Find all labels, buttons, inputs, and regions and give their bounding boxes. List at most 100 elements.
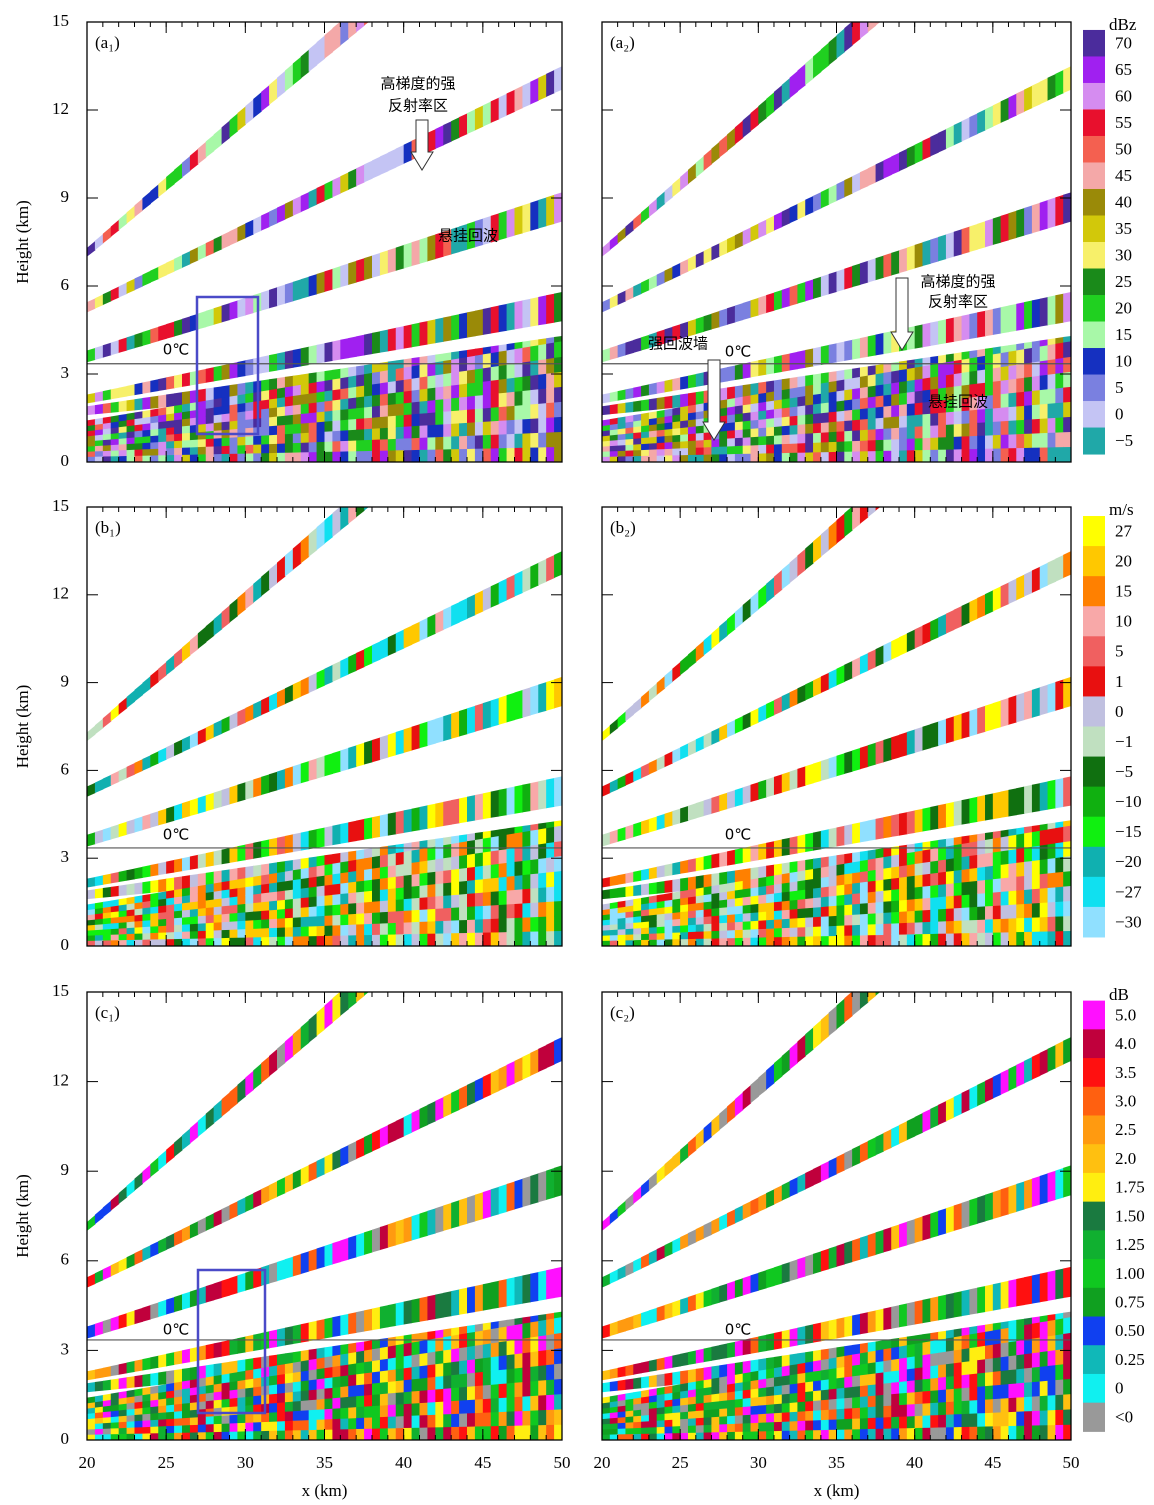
radar-beam	[672, 747, 680, 763]
radar-beam	[649, 867, 657, 880]
radar-cell	[325, 874, 334, 886]
radar-cell	[546, 432, 555, 448]
radar-cell	[127, 897, 136, 905]
radar-beam	[356, 0, 365, 32]
radar-cell	[388, 438, 397, 450]
radar-cell	[774, 435, 782, 445]
radar-beam	[868, 819, 876, 841]
radar-cell	[891, 900, 899, 912]
radar-cell	[704, 447, 712, 455]
radar-beam	[1055, 70, 1063, 97]
radar-beam	[688, 1229, 696, 1246]
radar-cell	[443, 1388, 452, 1402]
radar-beam	[696, 856, 704, 871]
radar-cell	[222, 937, 231, 946]
radar-cell	[1008, 378, 1016, 393]
radar-beam	[618, 227, 626, 244]
radar-cell	[530, 360, 539, 376]
radar-cell	[727, 882, 735, 892]
radar-cell	[301, 1420, 310, 1431]
radar-beam	[277, 836, 286, 855]
radar-cell	[530, 873, 539, 889]
radar-cell	[507, 903, 516, 918]
radar-cell	[388, 1369, 397, 1382]
radar-cell	[261, 901, 270, 911]
radar-beam	[554, 551, 563, 578]
radar-cell	[985, 892, 993, 906]
radar-cell	[150, 1426, 159, 1433]
radar-cell	[103, 940, 112, 946]
radar-cell	[214, 938, 223, 946]
radar-cell	[507, 447, 516, 462]
radar-cell	[285, 1392, 294, 1403]
radar-beam	[625, 1316, 633, 1332]
radar-beam	[206, 1343, 215, 1359]
radar-cell	[969, 435, 977, 449]
radar-beam	[182, 1349, 191, 1364]
radar-beam	[633, 822, 641, 838]
radar-cell	[946, 411, 954, 425]
radar-cell	[150, 932, 159, 939]
radar-cell	[261, 1430, 270, 1440]
radar-beam	[309, 1013, 318, 1043]
radar-cell	[743, 437, 751, 446]
radar-cell	[459, 1400, 468, 1414]
radar-cell	[977, 893, 985, 907]
radar-cell	[515, 405, 524, 420]
radar-beam	[977, 706, 985, 734]
radar-cell	[467, 1386, 476, 1400]
radar-beam	[420, 237, 429, 264]
radar-cell	[293, 1420, 302, 1430]
radar-beam	[142, 1164, 151, 1184]
radar-cell	[946, 449, 954, 462]
radar-beam	[364, 740, 373, 765]
radar-cell	[404, 438, 413, 451]
radar-cell	[499, 876, 508, 891]
radar-beam	[649, 816, 657, 832]
radar-beam	[977, 311, 985, 338]
radar-beam	[821, 758, 829, 781]
radar-cell	[751, 1388, 759, 1398]
radar-cell	[844, 409, 852, 421]
radar-beam	[782, 1329, 790, 1348]
radar-beam	[269, 563, 278, 590]
radar-cell	[610, 940, 618, 946]
radar-beam	[665, 751, 673, 767]
radar-cell	[198, 446, 207, 454]
radar-cell	[962, 881, 970, 895]
radar-cell	[735, 897, 743, 906]
radar-cell	[829, 875, 837, 887]
radar-cell	[1016, 363, 1024, 379]
radar-beam	[618, 1380, 626, 1391]
radar-cell	[868, 902, 876, 914]
radar-cell	[451, 423, 460, 437]
radar-beam	[293, 1169, 302, 1189]
radar-beam	[876, 962, 884, 996]
radar-beam	[1024, 300, 1032, 329]
radar-beam	[285, 766, 294, 788]
radar-beam	[206, 134, 215, 157]
radar-cell	[475, 1399, 484, 1413]
radar-beam	[1040, 78, 1048, 105]
radar-cell	[860, 386, 868, 398]
radar-beam	[237, 360, 246, 377]
radar-beam	[309, 188, 318, 208]
radar-cell	[860, 870, 868, 882]
radar-cell	[277, 1421, 286, 1431]
radar-beam	[111, 402, 120, 413]
radar-cell	[829, 895, 837, 906]
radar-cell	[348, 1374, 357, 1386]
radar-beam	[946, 716, 954, 743]
radar-beam	[727, 127, 735, 151]
radar-cell	[546, 827, 555, 843]
radar-cell	[688, 433, 696, 441]
radar-beam	[451, 798, 460, 824]
radar-cell	[412, 885, 421, 898]
radar-cell	[711, 1393, 719, 1402]
radar-beam	[467, 706, 476, 734]
radar-cell	[443, 449, 452, 462]
radar-beam	[829, 184, 837, 205]
radar-cell	[214, 1399, 223, 1408]
radar-cell	[293, 917, 302, 927]
radar-beam	[821, 42, 829, 72]
